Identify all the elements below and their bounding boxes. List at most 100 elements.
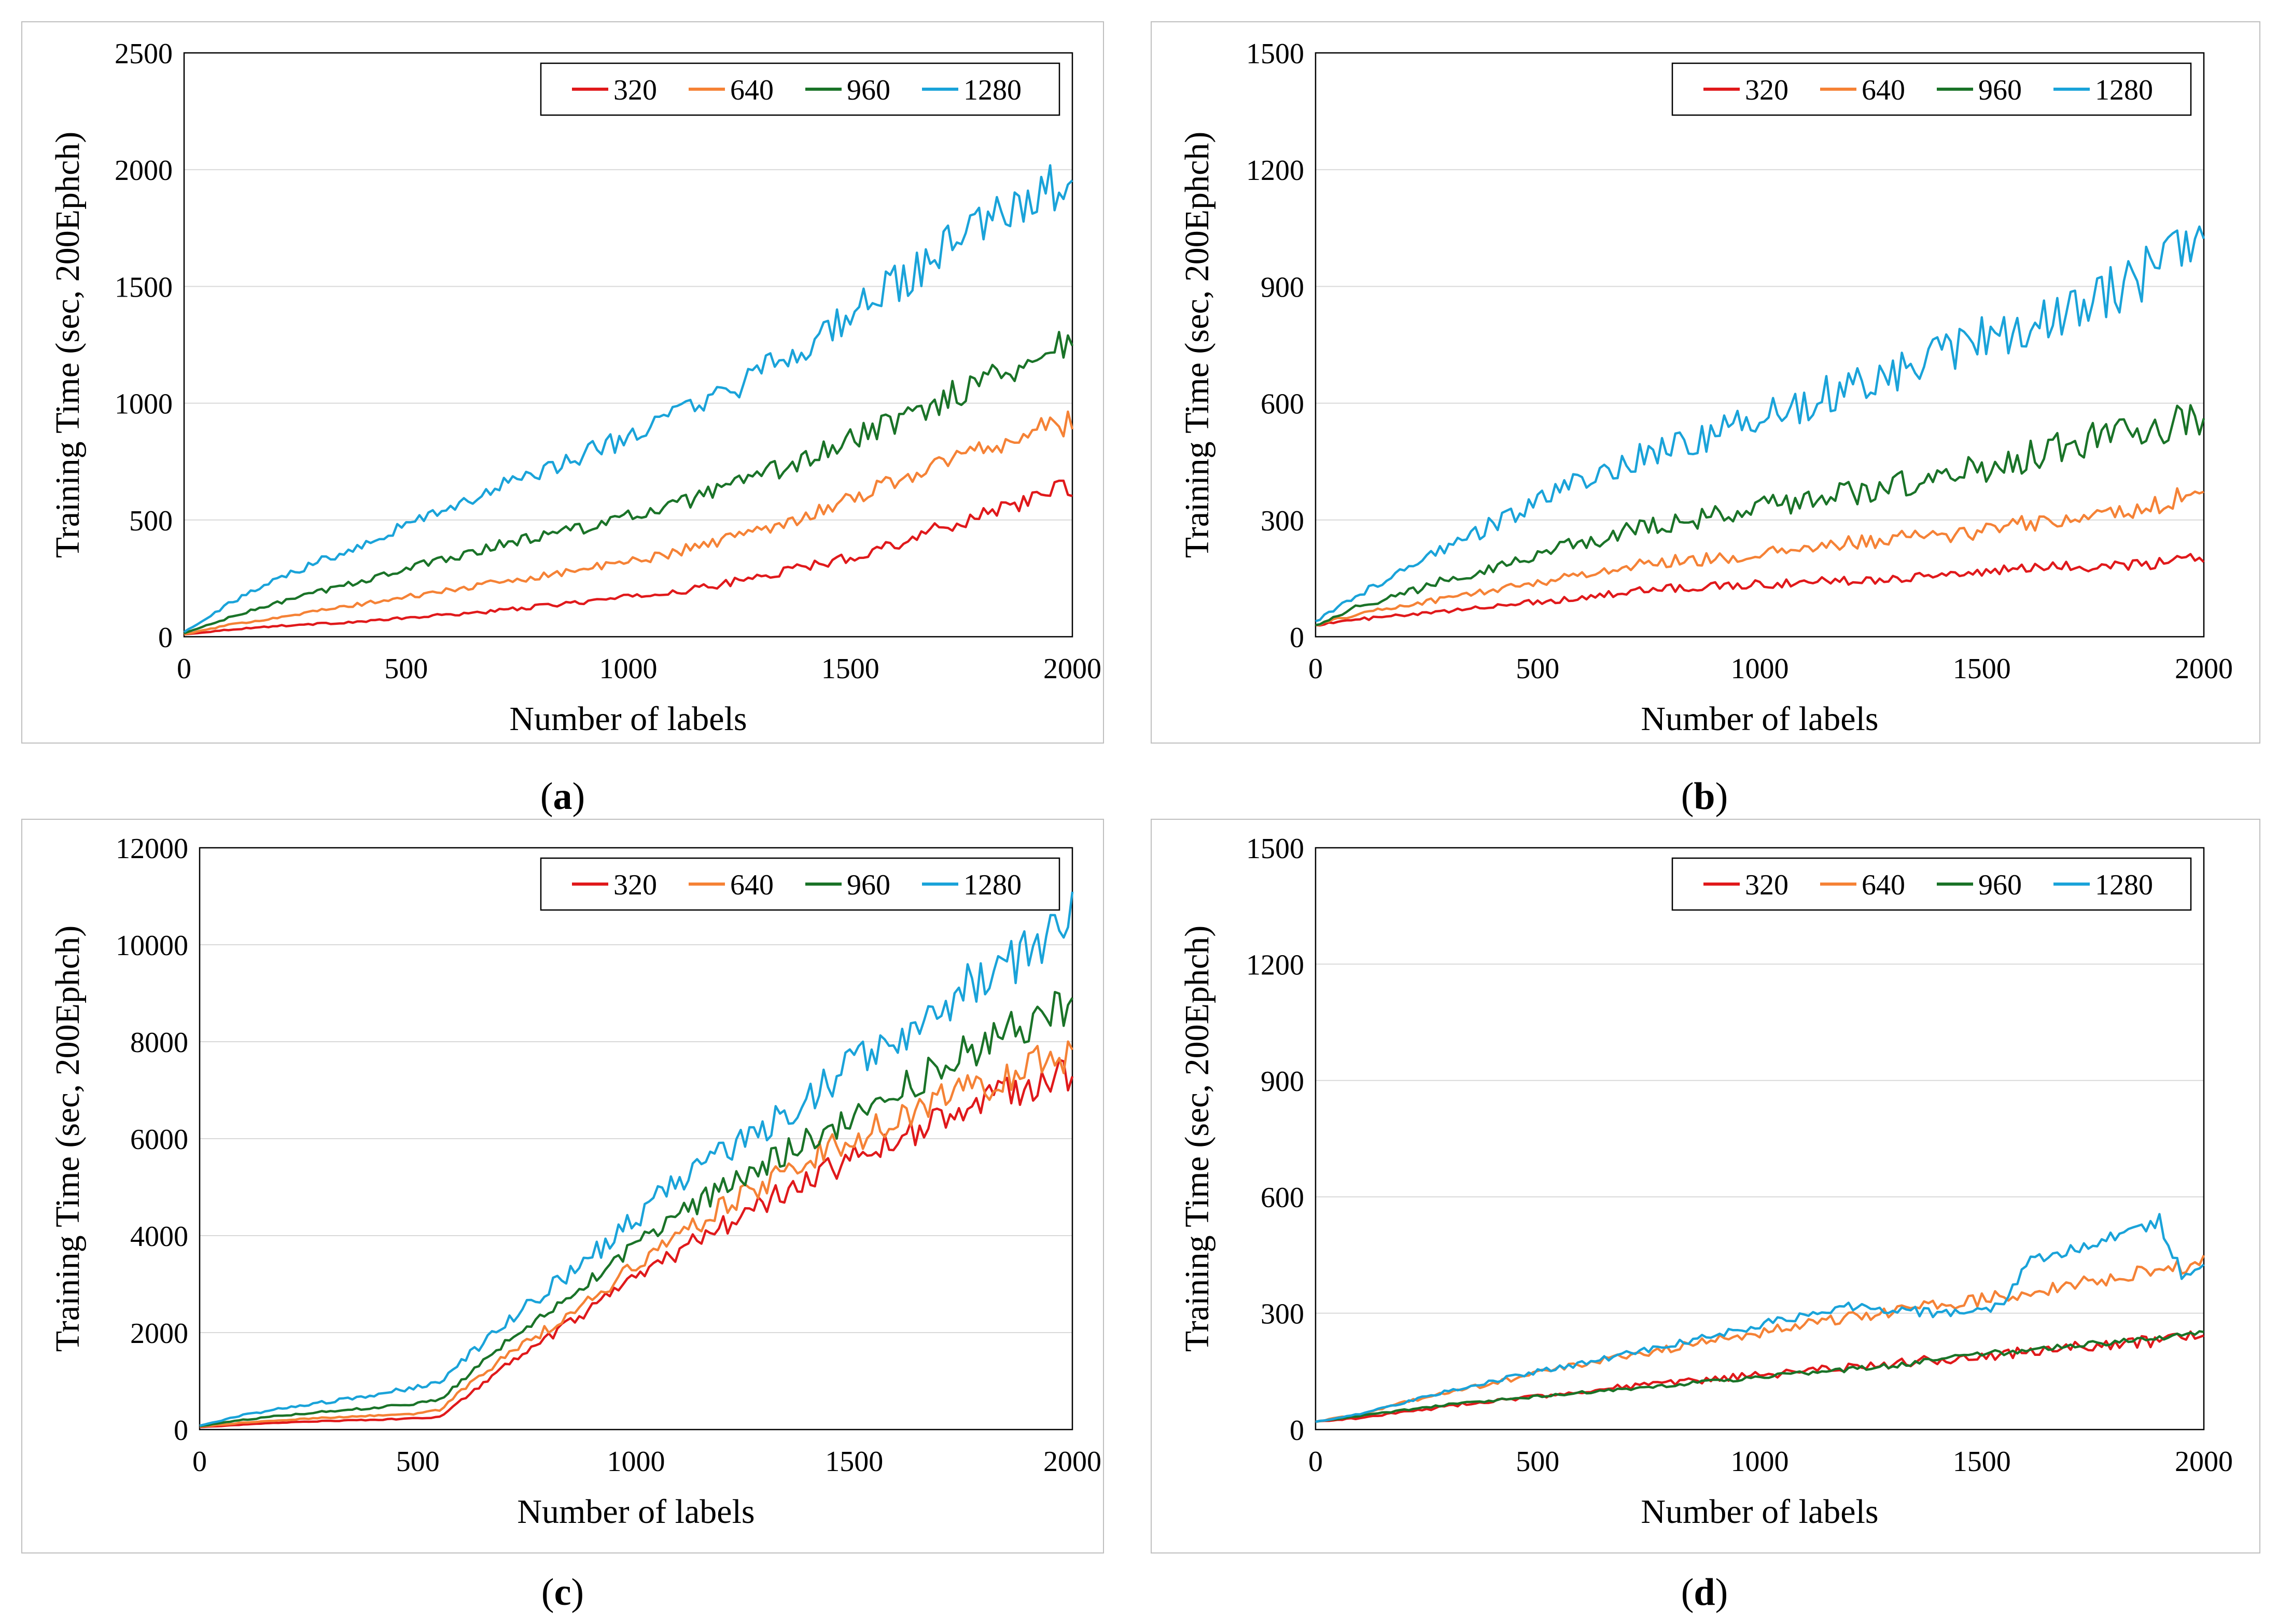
- series-line-640: [184, 410, 1074, 636]
- y-tick-label: 0: [1290, 1415, 1304, 1447]
- legend-box: [540, 62, 1060, 116]
- x-tick-label: 1000: [1731, 653, 1789, 685]
- x-tick-label: 0: [192, 1446, 207, 1478]
- chart-frame: [1151, 21, 2260, 744]
- legend-label-320: 320: [1745, 74, 1788, 106]
- panel-caption: (b): [1681, 775, 1728, 818]
- series-line-640: [199, 1040, 1073, 1428]
- caption-letter: b: [1694, 775, 1715, 818]
- y-tick-label: 1200: [1246, 949, 1304, 981]
- y-tick-label: 1500: [1246, 833, 1304, 865]
- caption-letter: d: [1694, 1571, 1715, 1614]
- legend-label-1280: 1280: [963, 869, 1022, 901]
- x-tick-label: 1000: [1731, 1446, 1789, 1478]
- legend: 320 640 960 1280: [1671, 857, 2192, 911]
- y-axis-title: Training Time (sec, 200Ephch): [49, 132, 87, 558]
- legend-label-640: 640: [730, 869, 774, 901]
- series-line-640: [1315, 487, 2204, 626]
- series-line-320: [184, 479, 1073, 636]
- x-tick-label: 1500: [821, 653, 879, 685]
- x-tick-label: 1500: [1953, 1446, 2011, 1478]
- chart-frame: [21, 21, 1104, 744]
- y-tick-label: 1500: [1246, 38, 1304, 70]
- series-line-960: [1315, 404, 2205, 626]
- chart-panel-b: 0 300 600 900 1200 1500 0 500 1000 1500 2000 Number…: [1151, 21, 2260, 818]
- y-tick-label: 500: [129, 505, 173, 537]
- plot-area: [1315, 847, 2205, 1431]
- panel-caption: (d): [1681, 1571, 1728, 1614]
- legend-label-320: 320: [613, 869, 657, 901]
- x-tick-label: 1500: [1953, 653, 2011, 685]
- chart-frame: [21, 819, 1104, 1553]
- y-tick-label: 900: [1261, 1066, 1304, 1098]
- x-tick-label: 0: [1308, 653, 1323, 685]
- y-tick-label: 2500: [115, 38, 173, 70]
- x-tick-label: 1000: [599, 653, 658, 685]
- x-tick-label: 500: [1516, 653, 1559, 685]
- x-tick-label: 500: [396, 1446, 440, 1478]
- y-tick-label: 600: [1261, 1182, 1304, 1214]
- legend-label-960: 960: [847, 869, 890, 901]
- x-tick-label: 0: [177, 653, 191, 685]
- series-line-1280: [1315, 1213, 2205, 1423]
- legend-label-960: 960: [1978, 869, 2022, 901]
- caption-letter: c: [554, 1571, 571, 1614]
- caption-close-paren: ): [1715, 775, 1728, 818]
- x-tick-label: 1000: [607, 1446, 665, 1478]
- legend-label-640: 640: [1862, 74, 1905, 106]
- y-tick-label: 1500: [115, 271, 173, 303]
- series-line-960: [1315, 1330, 2204, 1423]
- caption-open-paren: (: [1681, 1571, 1694, 1614]
- caption-close-paren: ): [1715, 1571, 1728, 1614]
- caption-close-paren: ): [572, 775, 585, 818]
- series-line-1280: [1315, 225, 2205, 623]
- y-tick-label: 0: [158, 622, 173, 654]
- legend: 320 640 960 1280: [540, 62, 1060, 116]
- chart-panel-c: 0 2000 4000 6000 8000 10000 12000 0 500 1000 1500 2…: [21, 819, 1104, 1614]
- x-axis-title: Number of labels: [509, 700, 747, 738]
- legend-label-1280: 1280: [2095, 74, 2153, 106]
- y-tick-label: 0: [174, 1415, 188, 1447]
- chart-frame: [1151, 819, 2260, 1553]
- legend-box: [1671, 62, 2192, 116]
- caption-letter: a: [553, 775, 572, 818]
- y-tick-label: 600: [1261, 388, 1304, 421]
- legend-label-1280: 1280: [2095, 869, 2153, 901]
- x-tick-label: 2000: [1043, 653, 1101, 685]
- y-axis-title: Training Time (sec, 200Ephch): [49, 926, 87, 1352]
- legend-label-640: 640: [1862, 869, 1905, 901]
- plot-area: [199, 847, 1073, 1431]
- legend-box: [540, 857, 1060, 911]
- legend-label-320: 320: [1745, 869, 1788, 901]
- series-line-1280: [183, 164, 1073, 633]
- x-axis-title: Number of labels: [1641, 1493, 1878, 1531]
- caption-open-paren: (: [540, 775, 553, 818]
- x-tick-label: 2000: [2175, 1446, 2233, 1478]
- x-axis-title: Number of labels: [517, 1493, 754, 1531]
- chart-panel-d: 0 300 600 900 1200 1500 0 500 1000 1500 2000 Number…: [1151, 819, 2260, 1614]
- plot-area: [1315, 52, 2205, 638]
- legend-label-1280: 1280: [963, 74, 1022, 106]
- legend-box: [1671, 857, 2192, 911]
- x-tick-label: 2000: [1043, 1446, 1101, 1478]
- series-line-320: [1315, 553, 2205, 627]
- y-tick-label: 300: [1261, 1298, 1304, 1331]
- series-line-960: [184, 331, 1074, 635]
- y-tick-label: 6000: [130, 1124, 188, 1156]
- x-tick-label: 500: [1516, 1446, 1559, 1478]
- y-tick-label: 10000: [116, 930, 188, 962]
- x-tick-label: 2000: [2175, 653, 2233, 685]
- y-axis-title: Training Time (sec, 200Ephch): [1178, 926, 1216, 1352]
- y-tick-label: 1000: [115, 388, 173, 421]
- caption-open-paren: (: [1681, 775, 1694, 818]
- y-tick-label: 900: [1261, 271, 1304, 303]
- legend-label-320: 320: [613, 74, 657, 106]
- legend-label-960: 960: [847, 74, 890, 106]
- y-tick-label: 0: [1290, 622, 1304, 654]
- caption-close-paren: ): [571, 1571, 584, 1614]
- panel-caption: (c): [541, 1571, 584, 1614]
- series-line-1280: [199, 891, 1074, 1427]
- x-tick-label: 0: [1308, 1446, 1323, 1478]
- panel-caption: (a): [540, 775, 585, 818]
